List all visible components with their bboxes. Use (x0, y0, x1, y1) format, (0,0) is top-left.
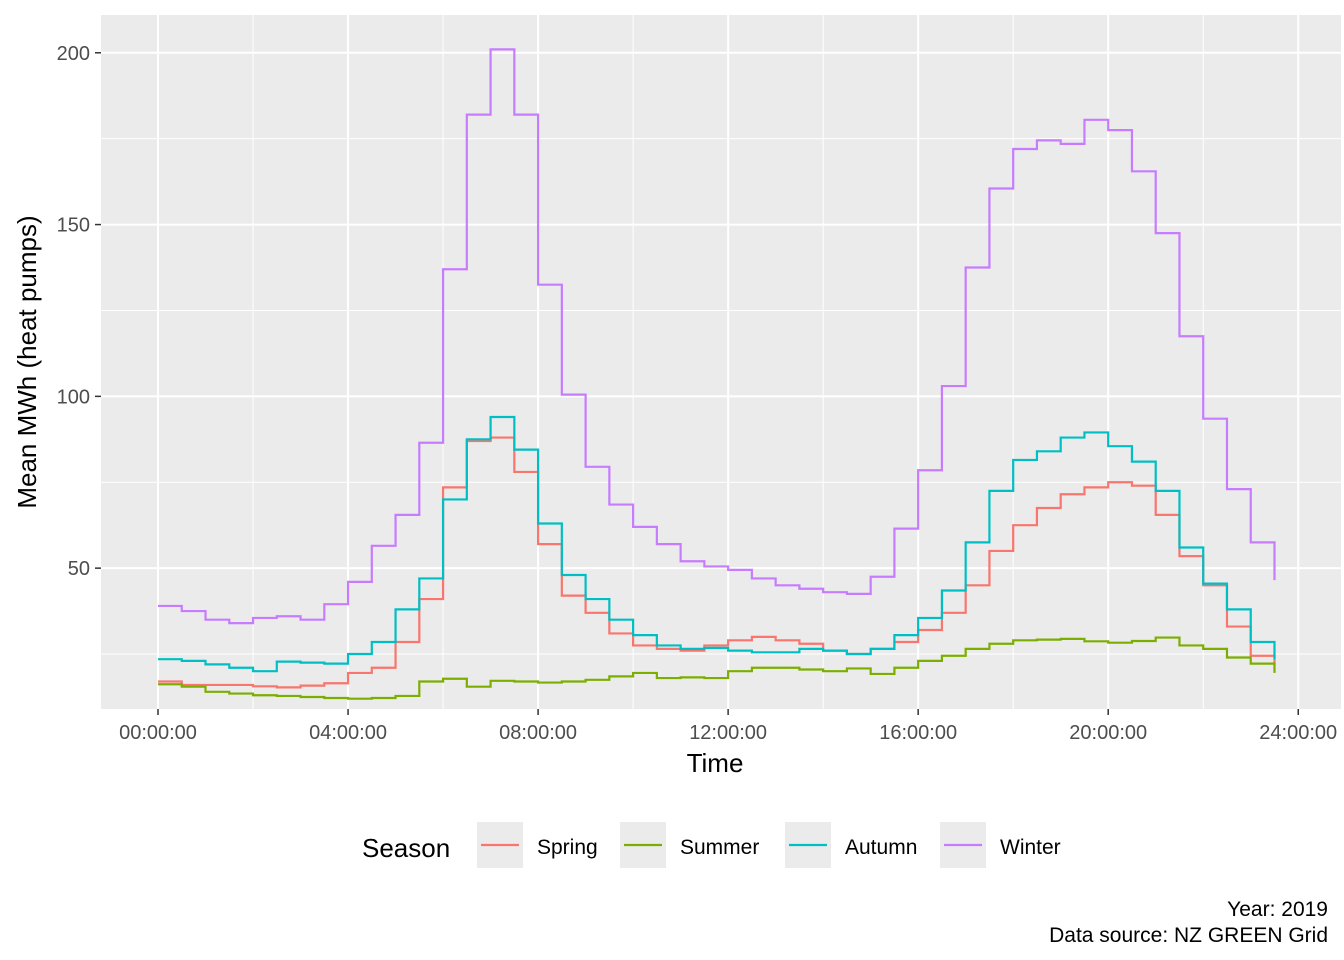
caption-year: Year: 2019 (1227, 898, 1328, 921)
legend-label-summer: Summer (680, 836, 759, 859)
legend-title: Season (362, 833, 450, 863)
legend-label-autumn: Autumn (845, 836, 917, 859)
x-tick-label: 00:00:00 (119, 722, 197, 744)
series-line-winter (158, 48, 1276, 625)
x-tick-label: 08:00:00 (499, 722, 577, 744)
legend: Season Spring Summer Autumn Winter (362, 822, 1061, 868)
legend-label-spring: Spring (537, 836, 598, 859)
series-line-spring (158, 436, 1276, 689)
x-axis: 00:00:00 04:00:00 08:00:00 12:00:00 16:00:00… (119, 709, 1337, 744)
x-tick-label: 16:00:00 (879, 722, 957, 744)
series-layer (158, 48, 1276, 700)
series-line-summer (158, 636, 1276, 700)
x-axis-title: Time (687, 748, 744, 778)
x-tick-label: 24:00:00 (1259, 722, 1337, 744)
x-tick-label: 20:00:00 (1069, 722, 1147, 744)
y-axis-title: Mean MWh (heat pumps) (12, 215, 42, 508)
panel-background (101, 15, 1341, 709)
x-tick-label: 12:00:00 (689, 722, 767, 744)
caption-source: Data source: NZ GREEN Grid (1049, 924, 1328, 947)
series-line-autumn (158, 415, 1276, 673)
x-tick-label: 04:00:00 (309, 722, 387, 744)
legend-label-winter: Winter (1000, 836, 1061, 859)
y-tick-label: 100 (57, 386, 90, 408)
y-tick-label: 50 (68, 558, 90, 580)
y-tick-label: 200 (57, 43, 90, 65)
y-tick-label: 150 (57, 215, 90, 237)
y-axis: 50 100 150 200 (57, 43, 101, 580)
grid-major (101, 15, 1341, 709)
